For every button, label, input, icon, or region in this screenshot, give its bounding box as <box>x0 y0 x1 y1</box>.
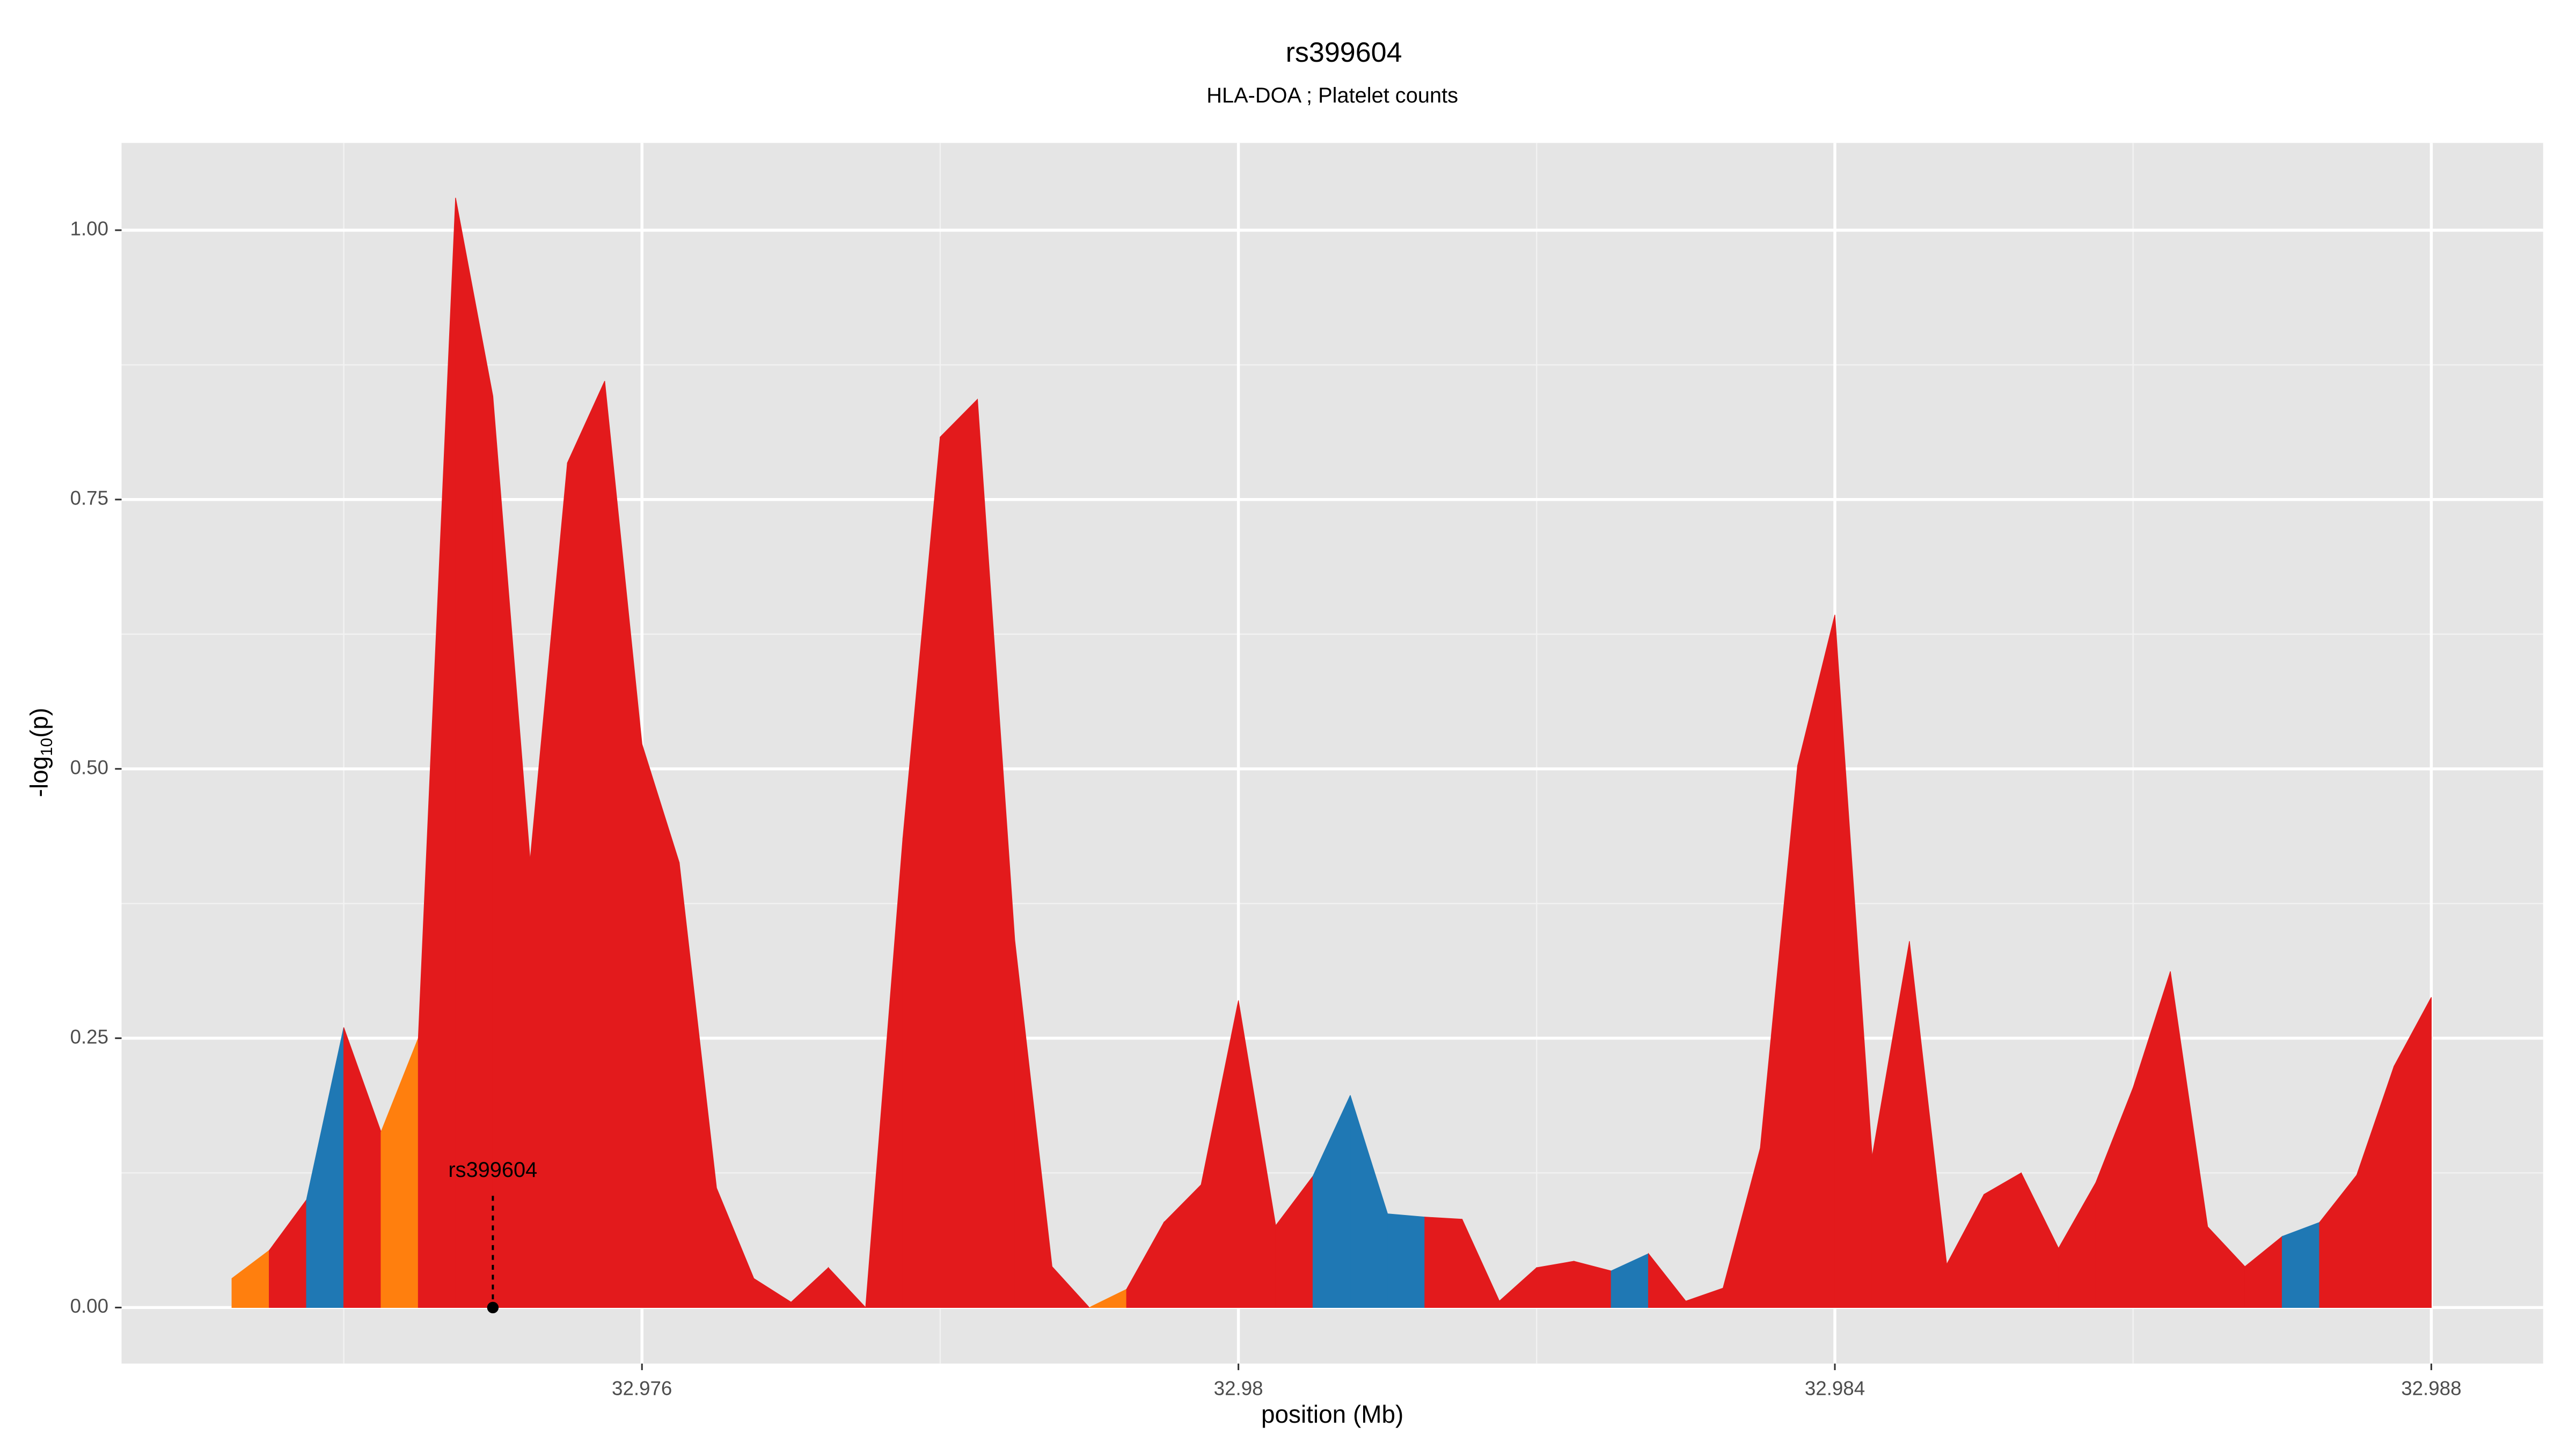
x-tick-label: 32.984 <box>1805 1377 1865 1399</box>
y-tick-label: 0.00 <box>70 1295 108 1317</box>
area-segment <box>828 1267 867 1308</box>
area-segment <box>2394 997 2432 1308</box>
x-tick-label: 32.98 <box>1214 1377 1263 1399</box>
y-axis-label: -log10(p) <box>25 708 56 797</box>
area-segment <box>1536 1261 1575 1308</box>
marks <box>231 197 2432 1308</box>
area-segment <box>1387 1213 1425 1308</box>
x-tick-label: 32.988 <box>2401 1377 2461 1399</box>
area-segment <box>940 398 978 1308</box>
y-axis-label-end: (p) <box>25 708 53 738</box>
x-axis-label: position (Mb) <box>1261 1400 1403 1428</box>
y-tick-label: 0.50 <box>70 756 108 778</box>
chart-subtitle: HLA-DOA ; Platelet counts <box>1206 84 1458 107</box>
y-tick-label: 1.00 <box>70 218 108 240</box>
area-segment <box>2281 1221 2320 1308</box>
y-tick-label: 0.75 <box>70 487 108 509</box>
annotation-point <box>487 1301 499 1314</box>
y-axis-label-sub: 10 <box>38 738 56 756</box>
y-axis-label-main: -log <box>25 756 53 797</box>
x-tick-label: 32.976 <box>612 1377 672 1399</box>
chart-title: rs399604 <box>1286 37 1402 68</box>
area-segment <box>1051 1265 1091 1308</box>
area-segment <box>567 380 605 1308</box>
area-segment <box>1424 1217 1462 1308</box>
area-segment <box>1984 1172 2022 1308</box>
annotation-label: rs399604 <box>448 1158 537 1182</box>
y-tick-label: 0.25 <box>70 1026 108 1048</box>
